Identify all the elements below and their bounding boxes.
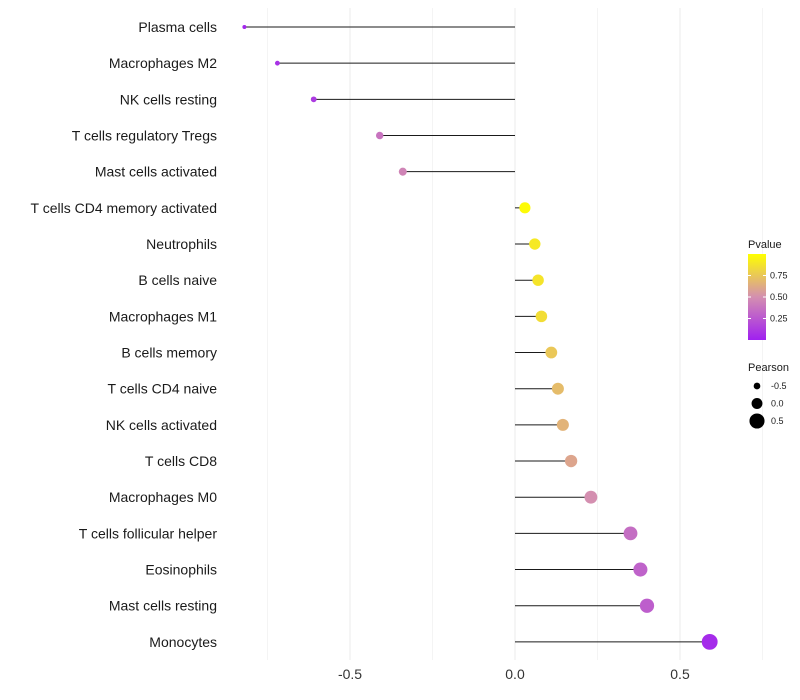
point-13 [584, 490, 598, 504]
point-17 [701, 633, 718, 650]
pearson-legend-dot [753, 382, 761, 390]
point-0 [242, 25, 247, 29]
point-6 [529, 238, 541, 250]
category-label: Plasma cells [138, 19, 217, 35]
pvalue-legend: Pvalue 0.75 0.50 0.25 [748, 239, 788, 340]
lollipop-stems [244, 26, 710, 643]
point-3 [375, 131, 384, 140]
category-label: Macrophages M0 [109, 489, 217, 505]
pearson-legend-dot [751, 398, 763, 409]
pearson-legend-label: -0.5 [771, 381, 787, 391]
x-axis-ticks: -0.5 0.0 0.5 [338, 666, 690, 682]
pearson-legend: Pearson -0.5 0.0 0.5 [748, 362, 789, 429]
point-15 [633, 562, 648, 577]
category-label: T cells CD4 naive [108, 381, 218, 397]
pvalue-tick-label: 0.25 [770, 314, 788, 324]
category-label: Monocytes [149, 634, 217, 650]
category-label: Mast cells resting [109, 598, 217, 614]
point-16 [639, 598, 655, 613]
point-8 [535, 310, 548, 323]
point-10 [551, 382, 564, 395]
point-1 [274, 60, 280, 66]
category-label: Eosinophils [145, 562, 217, 578]
category-label: B cells naive [138, 272, 217, 288]
x-tick-label: -0.5 [338, 666, 362, 682]
point-4 [398, 167, 407, 176]
pearson-legend-title: Pearson [748, 362, 789, 374]
pvalue-colorbar [748, 254, 766, 340]
category-label: NK cells activated [106, 417, 217, 433]
category-label: T cells CD8 [145, 453, 217, 469]
point-5 [519, 202, 531, 214]
category-labels: Plasma cells Macrophages M2 NK cells resti… [31, 19, 218, 650]
category-label: B cells memory [121, 345, 217, 361]
category-label: T cells CD4 memory activated [31, 200, 217, 216]
point-11 [556, 418, 569, 431]
x-tick-label: 0.0 [505, 666, 525, 682]
grid-lines [267, 8, 763, 660]
point-12 [564, 454, 578, 468]
point-7 [532, 274, 544, 286]
point-14 [623, 526, 638, 541]
pvalue-tick-label: 0.50 [770, 292, 788, 302]
pearson-legend-label: 0.5 [771, 416, 784, 426]
category-label: Neutrophils [146, 236, 217, 252]
pvalue-legend-title: Pvalue [748, 239, 782, 251]
pvalue-tick-label: 0.75 [770, 271, 788, 281]
category-label: Macrophages M1 [109, 308, 217, 324]
pearson-legend-dot [749, 413, 765, 429]
point-9 [545, 346, 558, 359]
category-label: NK cells resting [120, 91, 217, 107]
category-label: Mast cells activated [95, 164, 217, 180]
category-label: T cells follicular helper [79, 525, 218, 541]
lollipop-points [242, 25, 718, 650]
point-2 [310, 96, 317, 103]
category-label: T cells regulatory Tregs [72, 128, 217, 144]
x-tick-label: 0.5 [670, 666, 690, 682]
category-label: Macrophages M2 [109, 55, 217, 71]
pearson-legend-label: 0.0 [771, 399, 784, 409]
